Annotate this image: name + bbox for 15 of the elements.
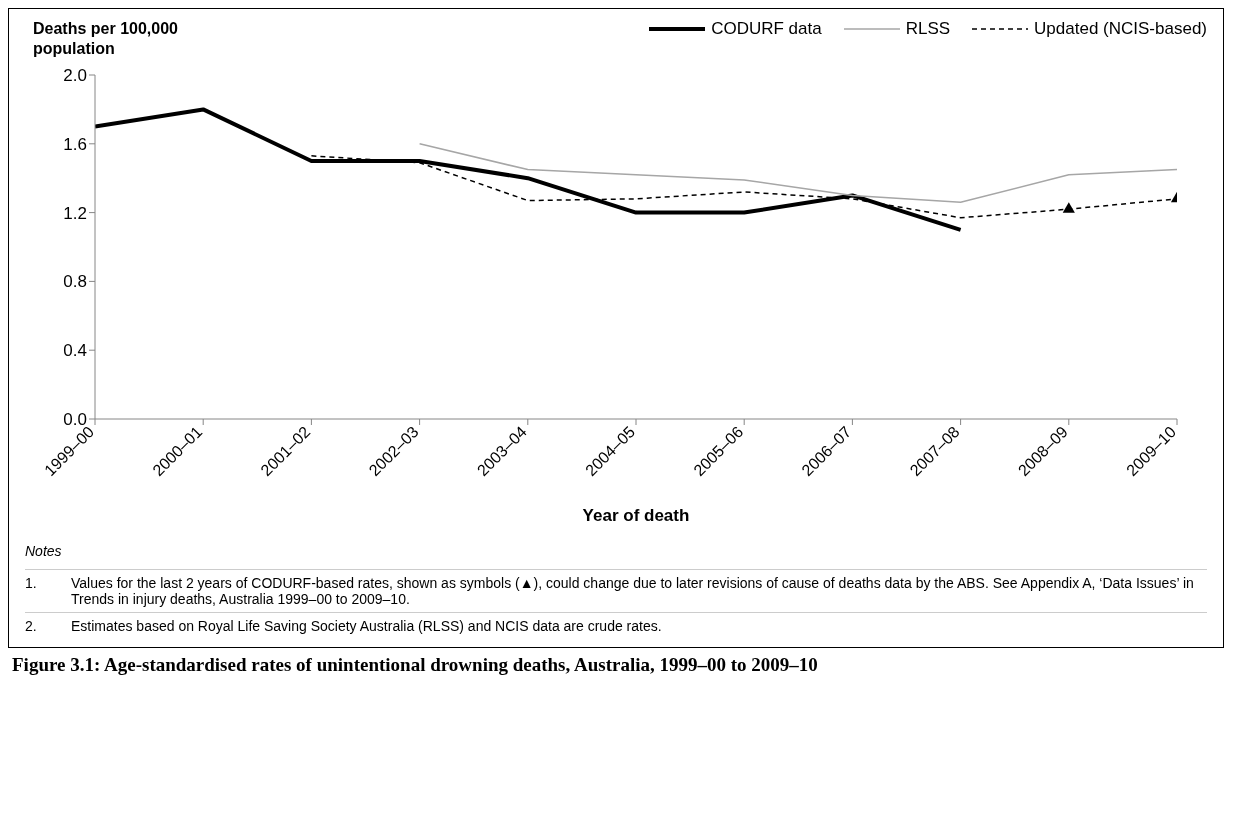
text: Figure 3.1: Age-standardised rates of unintentional drowning deaths, Australia, 1999–00 to 2009–10 [11, 654, 819, 676]
legend-label: RLSS [904, 19, 951, 39]
y-tick-label: 1.2 [63, 203, 87, 223]
text: 1. Values for the last 2 years of CODURF-based rates, shown as symbols (▲), could change due to later revisions of cause of deaths data by the ABS. See Appendix A, ‘Data Issues’ in Trends in injury deaths, Australia 1999–00 to 2009–10. [25, 575, 1194, 607]
legend-label: CODURF data [710, 19, 822, 39]
x-axis-title: Year of death [582, 506, 690, 525]
y-tick-label: 2.0 [63, 66, 87, 86]
text: Notes [25, 543, 63, 559]
text: 2. Estimates based on Royal Life Saving Society Australia (RLSS) and NCIS data are crude rates. [25, 618, 662, 634]
y-tick-label: 0.8 [63, 272, 87, 292]
line-series [418, 143, 1177, 204]
y-axis-title: Deaths per 100,000 population [33, 19, 179, 59]
y-tick-label: 0.4 [63, 341, 87, 361]
legend-label: Updated (NCIS-based) [1033, 19, 1207, 39]
y-tick-label: 1.6 [63, 134, 87, 154]
